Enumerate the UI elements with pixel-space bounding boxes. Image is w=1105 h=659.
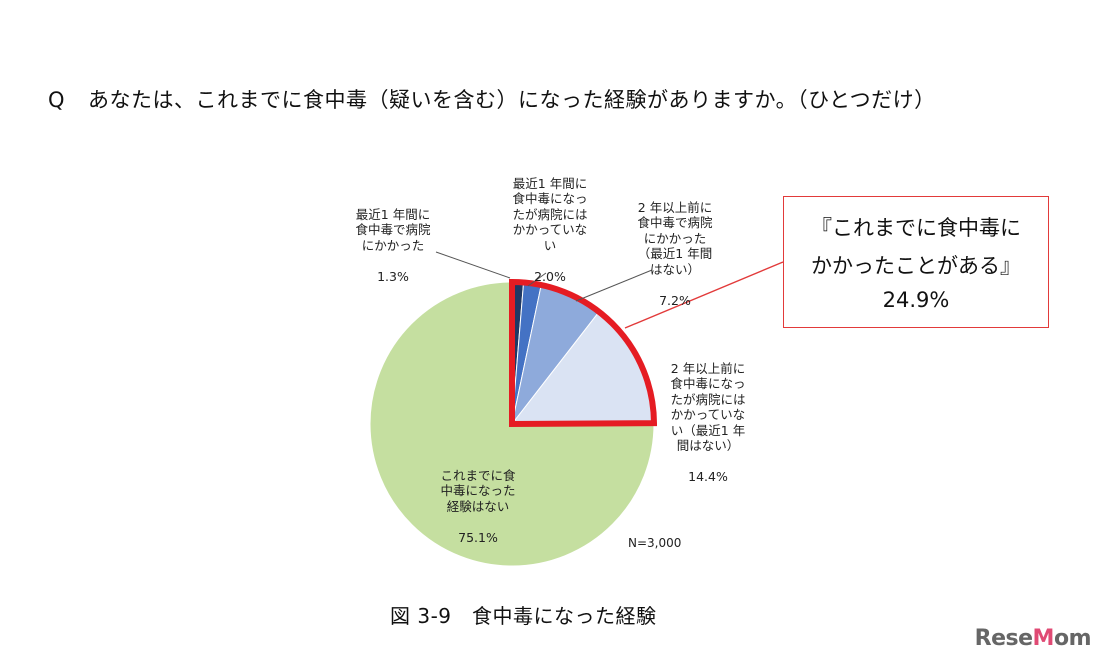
slice-label-never: これまでに食 中毒になった 経験はない 75.1% (418, 452, 538, 561)
figure-caption: 図 3-9 食中毒になった経験 (390, 604, 657, 628)
question-text: あなたは、これまでに食中毒（疑いを含む）になった経験がありますか。（ひとつだけ） (88, 88, 936, 112)
callout-connector (624, 261, 784, 329)
slice-value-label: 1.3% (377, 268, 409, 284)
slice-label-past-no-hospital: 2 年以上前に 食中毒になっ たが病院には かかっていな い（最近1 年 間はな… (648, 345, 768, 500)
slice-value-label: 2.0% (534, 268, 566, 284)
leader-line-past-hospital (575, 269, 653, 302)
slice-value-label: 7.2% (659, 292, 691, 308)
slice-label-recent-hospital: 最近1 年間に 食中毒で病院 にかかった 1.3% (338, 191, 448, 300)
pie-slice-never (369, 281, 655, 567)
leader-line-recent-hospital (435, 251, 511, 279)
slice-label-past-hospital: 2 年以上前に 食中毒で病院 にかかった （最近1 年間 はない） 7.2% (615, 184, 735, 324)
leader-line-recent-no-hospital (527, 272, 547, 287)
question: Q あなたは、これまでに食中毒（疑いを含む）になった経験がありますか。（ひとつだけ… (48, 84, 1088, 114)
highlight-callout-value: 24.9% (882, 288, 950, 312)
slice-label-text: 2 年以上前に 食中毒で病院 にかかった （最近1 年間 はない） (637, 199, 713, 277)
slice-value-label: 75.1% (458, 529, 498, 545)
slice-label-recent-no-hospital: 最近1 年間に 食中毒になっ たが病院には かかっていな い 2.0% (490, 160, 610, 300)
slice-value-label: 14.4% (688, 469, 728, 484)
highlight-outline (509, 278, 658, 428)
question-mark: Q (48, 88, 66, 112)
slice-label-text: 2 年以上前に 食中毒になっ たが病院には かかっていな い（最近1 年 間はな… (670, 360, 746, 454)
slice-label-text: 最近1 年間に 食中毒で病院 にかかった (355, 206, 431, 253)
slice-label-text: これまでに食 中毒になった 経験はない (440, 467, 516, 514)
brand-logo: ReseMom (974, 626, 1092, 651)
sample-size-note: N=3,000 (628, 536, 682, 550)
slice-label-text: 最近1 年間に 食中毒になっ たが病院には かかっていな い (512, 175, 588, 253)
highlight-callout: 『これまでに食中毒に かかったことがある』 24.9% (783, 196, 1049, 328)
highlight-callout-label: 『これまでに食中毒に かかったことがある』 (811, 216, 1021, 278)
